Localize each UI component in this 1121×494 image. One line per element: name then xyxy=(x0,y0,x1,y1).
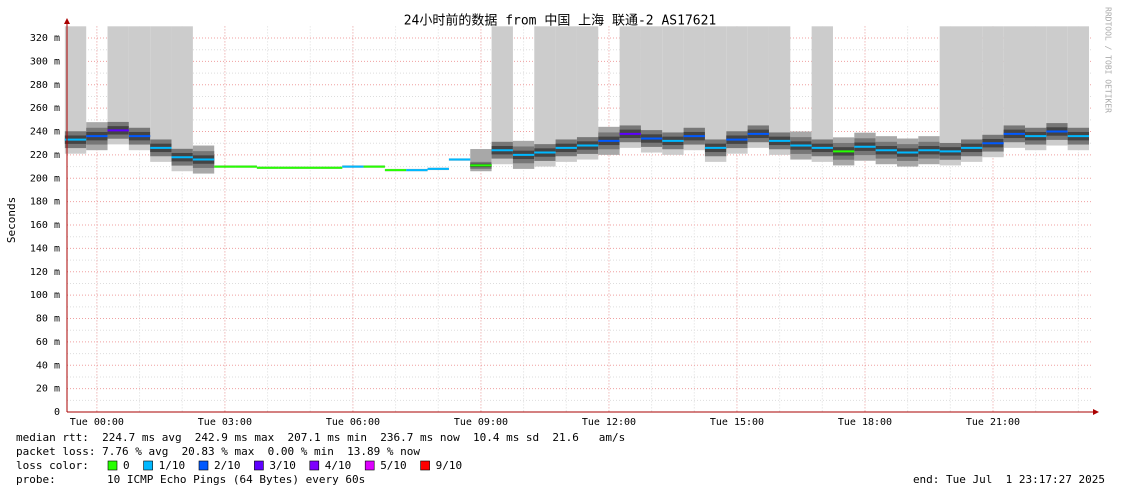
smoke xyxy=(747,26,769,148)
smoke xyxy=(107,26,129,145)
smoke xyxy=(960,26,983,162)
x-tick-label: Tue 06:00 xyxy=(326,417,380,428)
y-tick-label: 0 xyxy=(54,407,60,418)
legend-label: 9/10 xyxy=(436,459,463,472)
smoke xyxy=(555,26,577,162)
y-tick-label: 160 m xyxy=(30,220,60,231)
smoke xyxy=(726,26,748,154)
x-tick-label: Tue 03:00 xyxy=(198,417,252,428)
y-tick-label: 140 m xyxy=(30,243,60,254)
smoke xyxy=(64,26,87,154)
smoke xyxy=(619,26,641,148)
legend-swatch xyxy=(309,460,320,471)
y-tick-label: 220 m xyxy=(30,150,60,161)
legend-swatch xyxy=(198,460,209,471)
smoke xyxy=(171,26,193,172)
y-axis-label: Seconds xyxy=(5,197,18,243)
smoke xyxy=(150,26,172,162)
chart-title: 24小时前的数据 from 中国 上海 联通-2 AS17621 xyxy=(404,13,717,29)
smoke xyxy=(576,26,599,160)
loss-label: loss color: xyxy=(16,459,89,472)
smoke xyxy=(811,26,833,162)
y-tick-label: 120 m xyxy=(30,267,60,278)
y-tick-label: 100 m xyxy=(30,290,60,301)
legend-label: 2/10 xyxy=(214,459,241,472)
smoke xyxy=(982,26,1004,158)
x-tick-label: Tue 18:00 xyxy=(838,417,892,428)
x-tick-label: Tue 00:00 xyxy=(70,417,124,428)
smoke xyxy=(128,26,151,151)
legend-swatch xyxy=(364,460,375,471)
legend-swatch xyxy=(254,460,264,471)
legend-label: 3/10 xyxy=(269,459,296,472)
stats-line: packet loss: 7.76 % avg 20.83 % max 0.00… xyxy=(16,445,420,458)
smoke xyxy=(640,26,663,153)
smoke xyxy=(491,26,513,165)
legend-swatch xyxy=(420,460,430,471)
y-tick-label: 20 m xyxy=(36,384,60,395)
y-tick-label: 40 m xyxy=(36,360,60,371)
y-tick-label: 260 m xyxy=(30,103,60,114)
smoke xyxy=(683,26,705,151)
smoke xyxy=(704,26,727,162)
x-tick-label: Tue 12:00 xyxy=(582,417,636,428)
smoke xyxy=(1025,26,1047,151)
smoke xyxy=(534,26,556,167)
plot xyxy=(64,20,1095,413)
smoke xyxy=(1003,26,1026,148)
end-time: end: Tue Jul 1 23:17:27 2025 xyxy=(913,473,1105,486)
legend-label: 5/10 xyxy=(380,459,407,472)
y-tick-label: 200 m xyxy=(30,173,60,184)
probe-text: 10 ICMP Echo Pings (64 Bytes) every 60s xyxy=(107,473,365,486)
legend-label: 0 xyxy=(123,459,130,472)
stats-line: median rtt: 224.7 ms avg 242.9 ms max 20… xyxy=(16,431,625,444)
x-arrow xyxy=(1093,409,1099,415)
y-tick-label: 60 m xyxy=(36,337,60,348)
y-tick-label: 280 m xyxy=(30,80,60,91)
side-text: RRDTOOL / TOBI OETIKER xyxy=(1104,7,1113,113)
smoke xyxy=(939,26,961,166)
smoke xyxy=(1046,26,1068,146)
probe-label: probe: xyxy=(16,473,56,486)
y-arrow xyxy=(64,18,70,24)
legend-swatch xyxy=(107,460,118,471)
y-tick-label: 240 m xyxy=(30,127,60,138)
x-tick-label: Tue 21:00 xyxy=(966,417,1020,428)
smoke xyxy=(1067,26,1090,151)
legend-swatch xyxy=(143,460,153,471)
x-tick-label: Tue 15:00 xyxy=(710,417,764,428)
legend-label: 1/10 xyxy=(159,459,186,472)
smoke xyxy=(662,26,684,155)
y-tick-label: 300 m xyxy=(30,56,60,67)
legend-label: 4/10 xyxy=(325,459,352,472)
y-tick-label: 80 m xyxy=(36,314,60,325)
smoke xyxy=(768,26,791,155)
y-tick-label: 320 m xyxy=(30,33,60,44)
x-tick-label: Tue 09:00 xyxy=(454,417,508,428)
y-tick-label: 180 m xyxy=(30,197,60,208)
